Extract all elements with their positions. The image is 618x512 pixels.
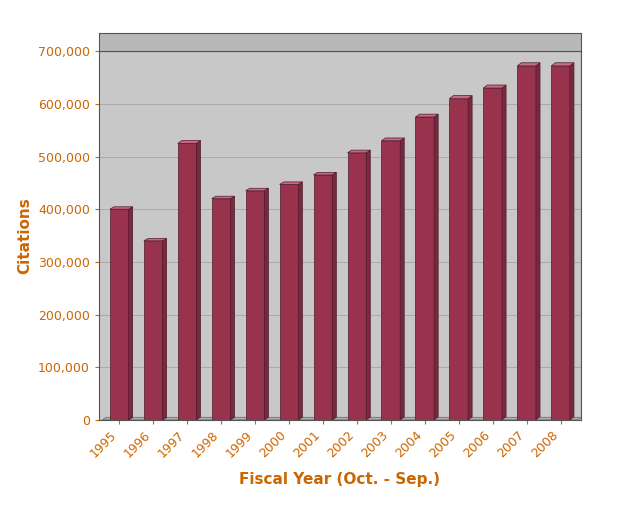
- Bar: [246, 191, 265, 420]
- Polygon shape: [570, 63, 574, 420]
- Polygon shape: [381, 138, 404, 141]
- Polygon shape: [110, 207, 133, 209]
- Polygon shape: [434, 114, 438, 420]
- Polygon shape: [366, 150, 370, 420]
- Bar: [381, 141, 400, 420]
- Polygon shape: [129, 207, 133, 420]
- Polygon shape: [197, 141, 201, 420]
- Polygon shape: [298, 182, 302, 420]
- Polygon shape: [163, 239, 167, 420]
- Bar: [178, 143, 197, 420]
- Polygon shape: [415, 114, 438, 117]
- Polygon shape: [332, 173, 336, 420]
- Polygon shape: [280, 182, 302, 184]
- Polygon shape: [102, 417, 582, 420]
- Polygon shape: [144, 239, 167, 241]
- Bar: [313, 175, 332, 420]
- Bar: [551, 66, 570, 420]
- Bar: [483, 88, 502, 420]
- Bar: [517, 66, 536, 420]
- X-axis label: Fiscal Year (Oct. - Sep.): Fiscal Year (Oct. - Sep.): [239, 472, 441, 487]
- Polygon shape: [178, 141, 201, 143]
- Polygon shape: [212, 196, 234, 199]
- Polygon shape: [265, 188, 268, 420]
- Bar: [280, 184, 298, 420]
- Bar: [212, 199, 231, 420]
- Bar: [110, 209, 129, 420]
- Polygon shape: [517, 63, 540, 66]
- Polygon shape: [400, 138, 404, 420]
- Bar: [415, 117, 434, 420]
- Polygon shape: [468, 96, 472, 420]
- Polygon shape: [313, 173, 336, 175]
- Bar: [449, 99, 468, 420]
- Polygon shape: [483, 85, 506, 88]
- Polygon shape: [551, 63, 574, 66]
- Bar: [144, 241, 163, 420]
- Polygon shape: [502, 85, 506, 420]
- Bar: [347, 153, 366, 420]
- Polygon shape: [347, 150, 370, 153]
- Polygon shape: [449, 96, 472, 99]
- Polygon shape: [246, 188, 268, 191]
- Polygon shape: [231, 196, 234, 420]
- Polygon shape: [536, 63, 540, 420]
- Y-axis label: Citations: Citations: [17, 197, 32, 274]
